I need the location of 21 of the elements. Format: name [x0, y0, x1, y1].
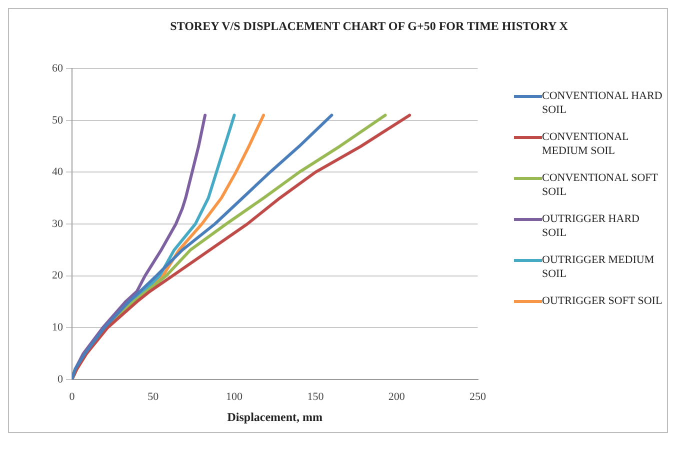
x-tick-label: 200: [388, 390, 406, 403]
legend-label: CONVENTIONAL HARD SOIL: [542, 89, 664, 117]
y-tick-label: 60: [52, 62, 64, 74]
x-tick-label: 0: [69, 390, 76, 403]
x-tick-label: 100: [226, 390, 244, 403]
y-tick-label: 30: [52, 218, 64, 230]
y-tick-label: 40: [52, 166, 64, 178]
legend-label: CONVENTIONAL MEDIUM SOIL: [542, 130, 630, 158]
y-tick-label: 20: [52, 270, 64, 282]
x-tick-label: 50: [148, 390, 160, 403]
y-tick-label: 10: [52, 321, 64, 334]
chart-title: STOREY V/S DISPLACEMENT CHART OF G+50 FOR TIME HISTORY X: [169, 19, 569, 33]
legend-label: OUTRIGGER SOFT SOIL: [542, 294, 662, 308]
legend-label: CONVENTIONAL SOFT SOIL: [542, 171, 659, 199]
x-tick-label: 150: [307, 390, 324, 403]
y-tick-label: 50: [52, 114, 64, 126]
y-tick-label: 0: [58, 373, 64, 386]
legend-label: OUTRIGGER MEDIUM SOIL: [542, 253, 656, 281]
legend-label: OUTRIGGER HARD SOIL: [542, 212, 640, 240]
x-tick-label: 250: [470, 390, 486, 403]
x-axis-title: Displacement, mm: [227, 410, 323, 424]
